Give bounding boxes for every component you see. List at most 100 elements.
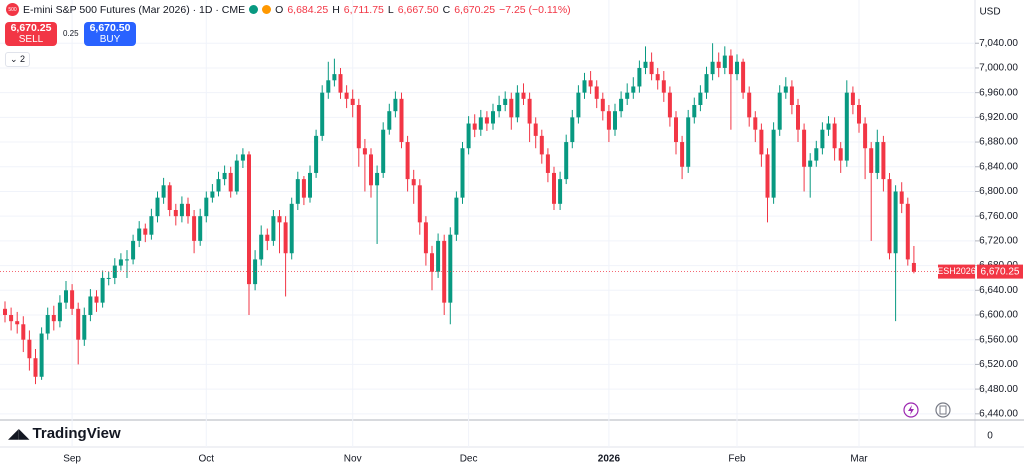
candle-body <box>911 262 916 272</box>
y-tick-label: 6,800.00 <box>979 186 1018 197</box>
candle-body <box>344 92 349 99</box>
candle-body <box>863 123 868 149</box>
candle-body <box>9 315 14 322</box>
currency: USD <box>979 7 1000 18</box>
candle-body <box>533 123 538 136</box>
candle-body <box>375 172 380 186</box>
change: −7.25 (−0.11%) <box>499 3 571 16</box>
indicator-count: 2 <box>20 54 26 64</box>
candle-body <box>741 61 746 93</box>
close-key: C <box>442 3 451 16</box>
candle-body <box>204 197 209 217</box>
candle-body <box>460 148 465 198</box>
candle-body <box>216 179 221 192</box>
candle-body <box>259 234 264 260</box>
spread: 0.25 <box>63 29 79 38</box>
y-tick-label: 6,520.00 <box>979 359 1018 370</box>
candle-body <box>423 222 428 254</box>
candle-body <box>387 111 392 130</box>
candle-body <box>338 74 343 93</box>
symbol-title[interactable]: E-mini S&P 500 Futures (Mar 2026) · 1D ·… <box>23 3 246 16</box>
status-dot <box>249 5 259 14</box>
candle-body <box>802 129 807 167</box>
y-tick-label: 6,880.00 <box>979 137 1018 148</box>
candle-body <box>844 92 849 161</box>
candle-body <box>850 92 855 105</box>
x-tick-label: Nov <box>344 454 362 465</box>
y-tick-label: 6,440.00 <box>979 408 1018 419</box>
candle-body <box>100 277 105 303</box>
candle-body <box>125 259 129 261</box>
candle-body <box>472 123 477 130</box>
candle-body <box>70 290 75 309</box>
candle-body <box>186 203 190 217</box>
candle-body <box>326 80 331 93</box>
candle-body <box>564 142 569 180</box>
candle-body <box>680 142 685 167</box>
y-tick-label: 6,640.00 <box>979 285 1018 296</box>
y-tick-label: 6,920.00 <box>979 112 1018 123</box>
candle-body <box>521 92 526 99</box>
candle-body <box>356 105 361 149</box>
candle-body <box>869 148 874 173</box>
open-key: O <box>275 3 284 16</box>
candle-body <box>399 98 404 143</box>
sell-label: SELL <box>18 34 44 45</box>
candle-body <box>283 222 288 254</box>
candle-body <box>484 117 489 124</box>
replay-icon-glyph <box>939 405 947 415</box>
open-value: 6,684.25 <box>287 3 329 16</box>
candle-body <box>704 74 709 93</box>
candle-body <box>582 80 587 93</box>
candle-body <box>716 61 721 68</box>
candle-body <box>503 98 508 105</box>
candle-body <box>857 105 861 124</box>
symbol-logo: 500 <box>6 3 19 16</box>
buy-price: 6,670.50 <box>89 22 131 34</box>
buy-label: BUY <box>99 34 121 45</box>
candle-body <box>39 333 44 377</box>
candle-body <box>161 185 166 198</box>
candle-body <box>106 277 111 279</box>
candle-body <box>594 86 599 99</box>
candle-body <box>893 191 898 254</box>
candle-body <box>887 179 892 254</box>
candle-body <box>265 234 270 241</box>
symbol-tag <box>938 264 975 279</box>
volume-tick-label: 0 <box>987 431 993 442</box>
y-tick-label: 6,760.00 <box>979 211 1018 222</box>
candle-body <box>15 321 20 325</box>
y-tick-label: 7,000.00 <box>979 63 1018 74</box>
candle-body <box>314 135 319 173</box>
candle-body <box>655 74 660 81</box>
candle-body <box>631 86 636 93</box>
candle-body <box>3 308 7 315</box>
candle-body <box>826 123 831 130</box>
symbol-tag-label: ESH2026 <box>937 266 976 276</box>
candle-body <box>545 154 550 173</box>
candle-body <box>45 315 50 334</box>
x-tick-label: 2026 <box>598 454 621 465</box>
sell-button[interactable]: 6,670.25 SELL <box>5 22 57 46</box>
candle-body <box>478 117 483 130</box>
candle-body <box>143 228 148 235</box>
brand-icon: ◢◣ <box>8 425 30 441</box>
candle-body <box>527 98 532 124</box>
replay-icon[interactable] <box>935 402 951 418</box>
candle-body <box>247 154 251 285</box>
candle-body <box>747 92 752 118</box>
candle-body <box>33 358 38 377</box>
candle-body <box>320 92 325 136</box>
buy-button[interactable]: 6,670.50 BUY <box>84 22 136 46</box>
indicator-toggle[interactable]: ⌄ 2 <box>5 52 31 67</box>
candle-body <box>94 296 99 303</box>
candle-body <box>369 154 373 186</box>
alert-icon[interactable] <box>903 402 919 418</box>
candle-body <box>735 61 739 75</box>
candle-body <box>192 216 197 241</box>
high-key: H <box>332 3 340 16</box>
candle-body <box>131 240 136 260</box>
candle-body <box>661 80 666 93</box>
candle-body <box>448 234 453 303</box>
